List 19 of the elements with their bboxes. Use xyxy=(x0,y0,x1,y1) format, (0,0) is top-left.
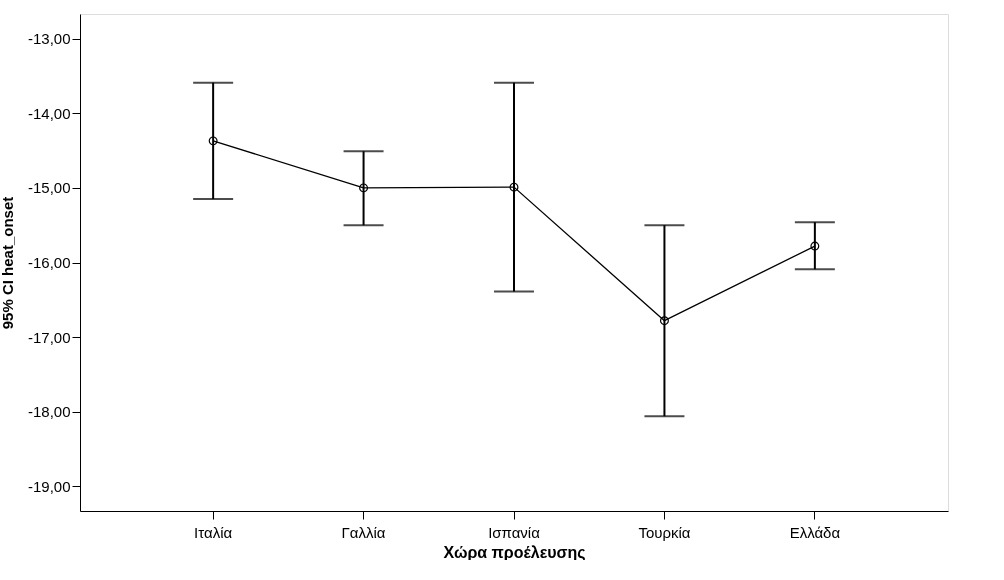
y-tick-label: -14,00 xyxy=(27,104,71,122)
y-tick-label: -17,00 xyxy=(27,328,71,346)
x-tick-label: Ιταλία xyxy=(194,523,233,541)
x-tick-label: Τουρκία xyxy=(638,523,691,541)
point xyxy=(659,316,669,326)
point xyxy=(509,182,519,192)
y-tick-label: -19,00 xyxy=(27,477,71,495)
y-tick-label: -15,00 xyxy=(27,179,71,197)
x-tick-label: Ισπανία xyxy=(488,523,541,541)
x-tick-label: Ελλάδα xyxy=(789,523,841,541)
point xyxy=(359,183,369,193)
y-tick-label: -18,00 xyxy=(27,403,71,421)
y-axis-title: 95% CI heat_onset xyxy=(0,196,16,330)
y-tick-label: -13,00 xyxy=(27,30,71,48)
point xyxy=(208,136,218,146)
point xyxy=(810,241,820,251)
x-axis-title: Χώρα προέλευσης xyxy=(443,543,586,562)
x-tick-label: Γαλλία xyxy=(341,523,386,541)
y-tick-label: -16,00 xyxy=(27,254,71,271)
